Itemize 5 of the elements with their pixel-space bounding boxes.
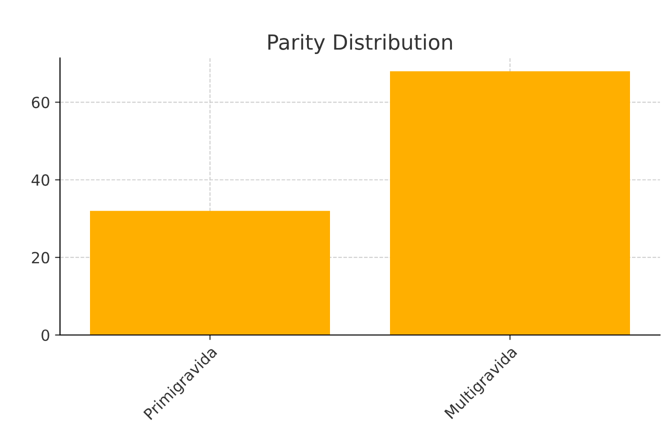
- y-tick-label: 60: [32, 96, 50, 108]
- chart-title: Parity Distribution: [268, 34, 452, 54]
- y-tick-label: 0: [42, 329, 50, 342]
- y-tick-label: 20: [32, 252, 50, 264]
- y-tick-label: 40: [32, 174, 50, 186]
